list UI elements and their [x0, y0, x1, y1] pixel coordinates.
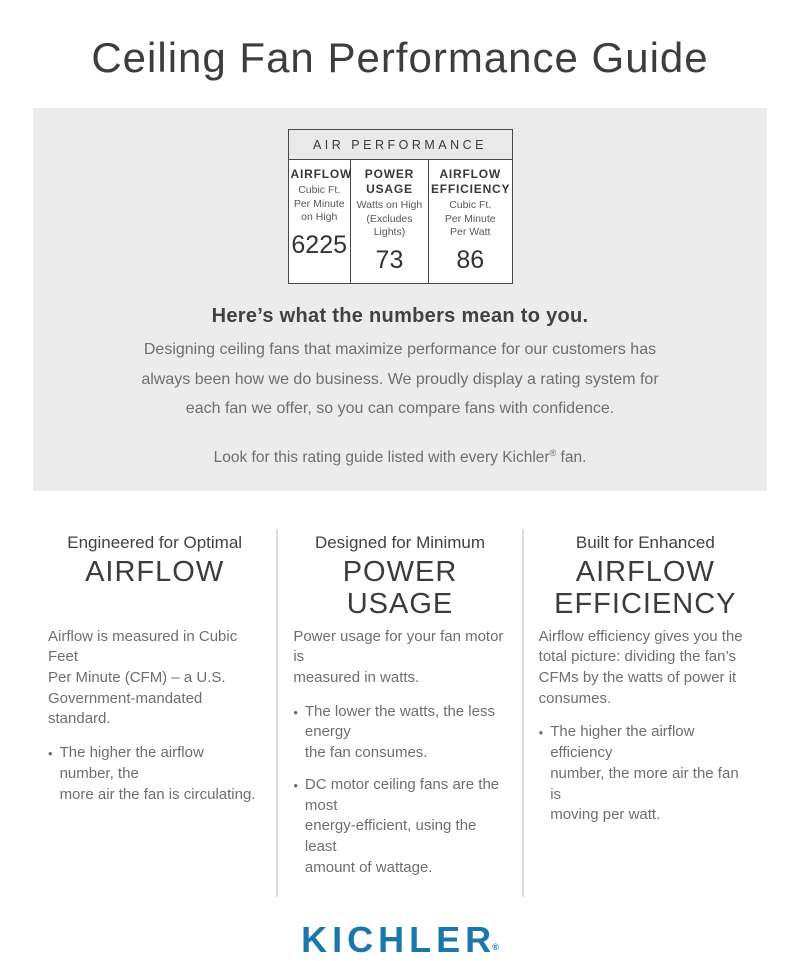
power-usage-sublabel: Watts on High (Excludes Lights) — [356, 199, 423, 239]
kichler-logo: KICHLER® — [301, 919, 499, 961]
bullet-icon: • — [48, 746, 53, 762]
column-airflow: Engineered for Optimal AIRFLOW Airflow i… — [33, 529, 276, 898]
list-item: • DC motor ceiling fans are the most ener… — [293, 775, 506, 878]
power-usage-label: POWER USAGE — [364, 167, 415, 196]
list-item: • The higher the airflow number, the more… — [48, 743, 261, 805]
column-airflow-efficiency: Built for Enhanced AIRFLOW EFFICIENCY Ai… — [521, 528, 767, 898]
column-airflow-efficiency-body: Airflow efficiency gives you the total p… — [538, 627, 743, 707]
bullet-text: The higher the airflow efficiency number… — [550, 723, 739, 824]
footer: KICHLER® — [0, 919, 800, 961]
column-power-usage-bullets: • The lower the watts, the less energy th… — [293, 702, 506, 879]
column-airflow-efficiency-kicker: Built for Enhanced — [575, 532, 715, 552]
airflow-sublabel: Cubic Ft. Per Minute on High — [293, 184, 345, 224]
rating-guide-note: Look for this rating guide listed with e… — [53, 448, 747, 467]
column-airflow-efficiency-title: AIRFLOW EFFICIENCY — [554, 555, 737, 621]
rating-panel: AIR PERFORMANCE AIRFLOW Cubic Ft. Per Mi… — [33, 108, 767, 491]
airflow-efficiency-label: AIRFLOW EFFICIENCY — [430, 167, 511, 196]
column-airflow-bullets: • The higher the airflow number, the more… — [48, 743, 261, 805]
airflow-efficiency-sublabel: Cubic Ft. Per Minute Per Watt — [444, 199, 496, 239]
bullet-icon: • — [538, 725, 544, 741]
bullet-text: The higher the airflow number, the more … — [59, 744, 256, 803]
registered-mark: ® — [549, 447, 557, 458]
bullet-icon: • — [293, 777, 298, 793]
feature-columns: Engineered for Optimal AIRFLOW Airflow i… — [33, 528, 767, 898]
air-performance-table: AIR PERFORMANCE AIRFLOW Cubic Ft. Per Mi… — [287, 129, 513, 284]
table-column-power-usage: POWER USAGE Watts on High (Excludes Ligh… — [351, 160, 429, 283]
column-airflow-efficiency-header: Built for Enhanced AIRFLOW EFFICIENCY — [539, 533, 752, 627]
column-airflow-kicker: Engineered for Optimal — [67, 532, 243, 552]
airflow-efficiency-value: 86 — [456, 245, 485, 274]
kichler-logo-registered-mark: ® — [492, 942, 499, 953]
air-performance-table-header: AIR PERFORMANCE — [288, 130, 512, 160]
power-usage-value: 73 — [375, 245, 404, 274]
panel-description: Designing ceiling fans that maximize per… — [141, 340, 659, 418]
column-airflow-body: Airflow is measured in Cubic Feet Per Mi… — [48, 627, 238, 728]
table-column-airflow-efficiency: AIRFLOW EFFICIENCY Cubic Ft. Per Minute … — [429, 160, 512, 283]
column-power-usage: Designed for Minimum POWER USAGE Power u… — [276, 528, 521, 898]
column-power-usage-title: POWER USAGE — [342, 555, 458, 621]
list-item: • The higher the airflow efficiency numbe… — [539, 722, 752, 825]
kichler-logo-text: KICHLER — [301, 919, 497, 961]
column-airflow-header: Engineered for Optimal AIRFLOW — [48, 533, 261, 627]
performance-guide-infographic: Ceiling Fan Performance Guide AIR PERFOR… — [0, 34, 800, 960]
note-text: Look for this rating guide listed with e… — [213, 448, 550, 466]
airflow-value: 6225 — [291, 230, 348, 259]
panel-heading: Here’s what the numbers mean to you. — [211, 304, 589, 327]
bullet-icon: • — [293, 704, 298, 720]
page-title: Ceiling Fan Performance Guide — [91, 34, 709, 81]
table-column-airflow: AIRFLOW Cubic Ft. Per Minute on High 622… — [289, 160, 351, 283]
column-power-usage-body: Power usage for your fan motor is measur… — [293, 627, 504, 687]
note-text-suffix: fan. — [556, 448, 587, 466]
column-airflow-title: AIRFLOW — [85, 555, 225, 588]
column-airflow-efficiency-bullets: • The higher the airflow efficiency numbe… — [539, 722, 752, 825]
column-power-usage-kicker: Designed for Minimum — [314, 532, 486, 552]
list-item: • The lower the watts, the less energy th… — [293, 702, 506, 764]
bullet-text: The lower the watts, the less energy the… — [304, 702, 495, 762]
column-power-usage-header: Designed for Minimum POWER USAGE — [293, 533, 506, 627]
bullet-text: DC motor ceiling fans are the most energ… — [304, 775, 500, 876]
airflow-label: AIRFLOW — [290, 167, 353, 181]
air-performance-table-body: AIRFLOW Cubic Ft. Per Minute on High 622… — [288, 160, 512, 283]
